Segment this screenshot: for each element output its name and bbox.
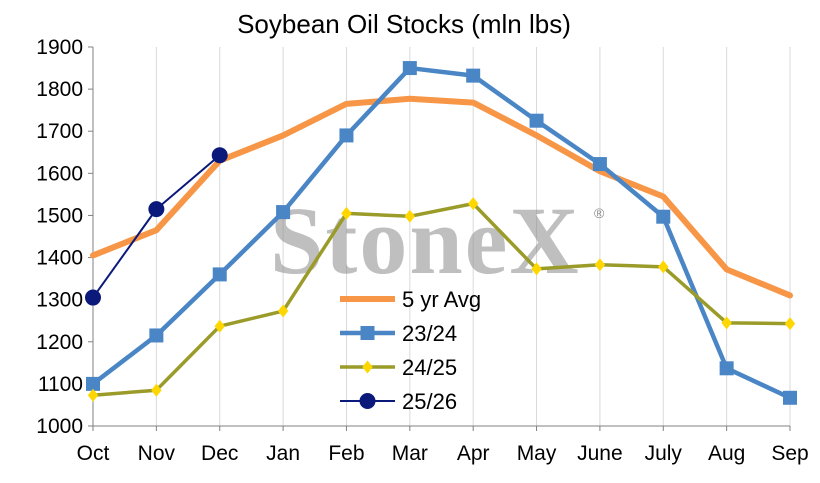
y-tick-label-1700: 1700 (36, 120, 83, 143)
x-tick-label-may: May (517, 442, 557, 465)
legend-marker-24-25 (362, 360, 373, 374)
x-tick-label-july: July (645, 442, 683, 465)
point-23-24-sep (783, 390, 797, 405)
axes: 1000 1100 1200 1300 1400 1500 1600 1700 1800 1900… (36, 36, 808, 465)
point-23-24-mar (402, 61, 417, 76)
point-23-24-june (592, 157, 607, 172)
point-24-25-mar (404, 209, 416, 223)
series-5-yr-avg (90, 95, 793, 299)
y-tick-label-1400: 1400 (36, 247, 83, 270)
legend-marker-23-24 (360, 326, 375, 340)
watermark-text: StoneX (270, 187, 581, 294)
point-24-25-may (531, 262, 542, 276)
point-23-24-july (656, 209, 671, 224)
x-tick-label-sep: Sep (771, 442, 808, 465)
point-25-26-dec (211, 147, 228, 164)
y-tick-label-1600: 1600 (36, 162, 83, 185)
y-tick-label-1200: 1200 (36, 331, 83, 354)
point-24-25-sep (784, 317, 796, 331)
y-tick-label-1100: 1100 (38, 373, 83, 396)
y-tick-label-1800: 1800 (36, 78, 83, 101)
point-23-24-apr (466, 68, 481, 83)
legend-label-23-24: 23/24 (402, 321, 457, 346)
point-24-25-june (594, 258, 606, 272)
y-tick-label-1900: 1900 (36, 36, 83, 59)
x-tick-label-aug: Aug (708, 442, 745, 465)
legend-entry-23-24: 23/24 (340, 321, 457, 346)
chart-title: Soybean Oil Stocks (mln lbs) (237, 9, 571, 39)
y-tick-label-1000: 1000 (36, 415, 83, 438)
y-tick-label-1500: 1500 (36, 204, 83, 227)
series-24-25 (87, 197, 796, 402)
x-tick-label-mar: Mar (392, 442, 428, 465)
watermark-registered-mark: ® (594, 205, 605, 221)
legend-entry-24-25: 24/25 (340, 355, 457, 380)
point-23-24-dec (212, 267, 227, 282)
point-23-24-may (529, 113, 544, 128)
point-23-24-nov (149, 328, 164, 343)
point-24-25-feb (341, 206, 352, 220)
legend-label-24-25: 24/25 (402, 355, 457, 380)
x-tick-label-feb: Feb (328, 442, 364, 465)
series-line-23-24 (90, 65, 793, 401)
legend-marker-25-26 (359, 393, 376, 409)
legend-label-25-26: 25/26 (402, 389, 457, 414)
point-24-25-apr (467, 197, 479, 211)
y-tick-label-1300: 1300 (36, 289, 83, 312)
point-23-24-jan (276, 205, 291, 220)
x-tick-label-dec: Dec (201, 442, 238, 465)
series-25-26 (85, 147, 228, 306)
point-23-24-oct (86, 376, 100, 391)
x-tick-label-oct: Oct (77, 442, 110, 465)
point-24-25-jan (277, 304, 289, 318)
x-tick-label-nov: Nov (138, 442, 176, 465)
point-23-24-aug (719, 361, 734, 376)
point-23-24-feb (339, 128, 354, 143)
point-24-25-dec (214, 319, 225, 333)
point-25-26-oct (85, 289, 101, 306)
point-24-25-july (658, 260, 669, 274)
series (85, 61, 797, 405)
legend-label-5-yr-avg: 5 yr Avg (402, 287, 481, 312)
legend-entry-25-26: 25/26 (340, 389, 457, 414)
series-line-5-yr-avg (90, 95, 793, 299)
x-tick-label-jan: Jan (266, 442, 300, 465)
series-23-24 (86, 61, 797, 405)
x-tick-label-june: June (577, 442, 623, 465)
series-line-24-25 (91, 201, 792, 398)
point-24-25-oct (87, 388, 99, 402)
point-25-26-nov (148, 201, 165, 218)
legend: 5 yr Avg 23/24 24/25 25/26 (340, 287, 481, 414)
point-24-25-nov (151, 383, 162, 397)
point-24-25-aug (721, 316, 732, 330)
legend-entry-5-yr-avg: 5 yr Avg (340, 287, 481, 312)
stonex-watermark: StoneX ® (270, 187, 605, 294)
x-tick-label-apr: Apr (457, 442, 490, 465)
